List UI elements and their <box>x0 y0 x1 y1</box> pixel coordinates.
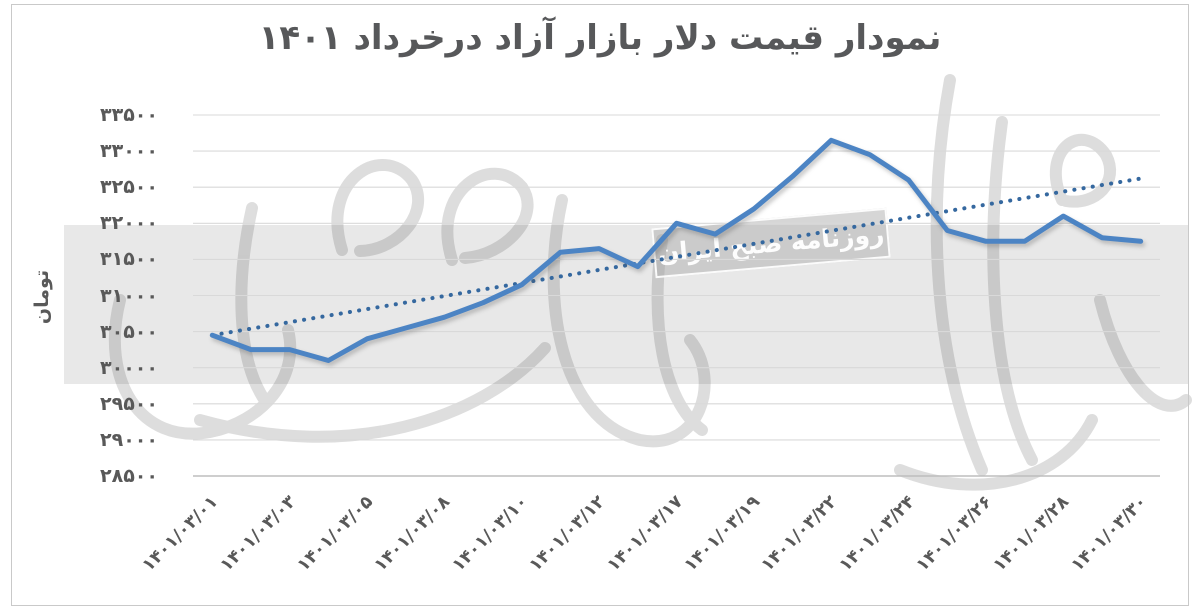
chart-title: نمودار قیمت دلار بازار آزاد درخرداد ۱۴۰۱ <box>258 18 942 58</box>
y-axis-label: ۳۲۰۰۰ <box>100 212 158 235</box>
y-axis-label: ۳۱۰۰۰ <box>100 284 158 307</box>
y-axis-label: ۳۳۵۰۰ <box>100 104 158 126</box>
y-axis-label: ۳۱۵۰۰ <box>100 248 158 271</box>
y-axis-label: ۲۸۵۰۰ <box>100 465 158 487</box>
y-axis-label: ۳۰۰۰۰ <box>100 356 158 379</box>
y-axis-label: ۳۳۰۰۰ <box>100 140 158 163</box>
y-axis-label: ۲۹۰۰۰ <box>100 428 158 451</box>
price-line <box>209 137 1144 363</box>
watermark-band <box>64 225 1188 384</box>
y-axis-label: ۲۹۵۰۰ <box>100 392 158 415</box>
y-axis-label: ۳۰۵۰۰ <box>100 320 158 343</box>
trendline-dotted <box>210 176 1143 338</box>
y-axis-label: ۳۲۵۰۰ <box>100 176 158 199</box>
